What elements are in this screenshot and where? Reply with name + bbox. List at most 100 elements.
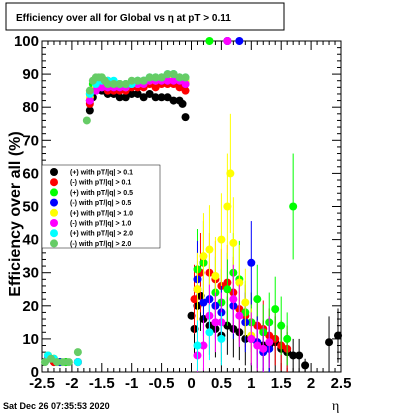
data-point <box>109 80 118 89</box>
data-point <box>175 73 184 82</box>
legend-label: (-) with pT/|q| > 1.0 <box>70 221 131 228</box>
data-point <box>145 73 154 82</box>
data-point <box>133 76 142 85</box>
data-point <box>46 354 55 363</box>
x-axis: -2.5 -2 -1.5 -1 -0.5 0 0.5 1 1.5 2 2.5 <box>29 41 351 392</box>
data-point <box>163 76 172 85</box>
data-point <box>82 116 91 125</box>
data-point <box>145 89 154 98</box>
data-point <box>178 99 187 108</box>
x-tick-label: 1 <box>247 375 255 392</box>
data-point <box>163 93 172 102</box>
data-point <box>205 245 214 254</box>
data-point <box>226 169 235 178</box>
data-point <box>211 272 220 281</box>
data-point <box>217 334 226 343</box>
data-point <box>40 358 49 367</box>
data-point <box>247 258 256 267</box>
data-point <box>103 80 112 89</box>
data-point <box>295 351 304 360</box>
y-tick-label: 20 <box>22 298 39 315</box>
y-tick-label: 0 <box>31 364 39 381</box>
data-point <box>223 202 232 211</box>
legend-marker <box>50 168 58 176</box>
data-point <box>139 93 148 102</box>
legend-marker <box>50 219 58 227</box>
data-point <box>58 358 67 367</box>
data-point <box>181 86 190 95</box>
y-tick-label: 10 <box>22 331 39 348</box>
legend: (+) with pT/|q| > 0.1 (-) with pT/|q| > 0… <box>50 168 133 248</box>
data-point <box>235 278 244 287</box>
data-point <box>277 321 286 330</box>
data-point <box>217 235 226 244</box>
legend-label: (+) with pT/|q| > 1.0 <box>70 210 133 217</box>
y-tick-label: 90 <box>22 66 39 83</box>
data-point <box>283 334 292 343</box>
data-points <box>40 37 343 372</box>
data-point <box>127 76 136 85</box>
x-tick-label: 0 <box>187 375 195 392</box>
x-tick-label: 2.5 <box>331 375 352 392</box>
data-point <box>229 295 238 304</box>
data-point <box>115 93 124 102</box>
data-point <box>205 328 214 337</box>
data-point <box>205 37 214 45</box>
data-point <box>181 113 190 122</box>
data-point <box>115 80 124 89</box>
legend-label: (+) with pT/|q| > 0.5 <box>70 190 133 197</box>
legend-box <box>41 164 161 249</box>
data-point <box>157 93 166 102</box>
data-point <box>121 93 130 102</box>
legend-label: (-) with pT/|q| > 0.1 <box>70 180 131 187</box>
y-tick-label: 100 <box>14 33 39 50</box>
data-point <box>169 70 178 79</box>
data-point <box>301 361 310 370</box>
x-tick-label: -1 <box>125 375 138 392</box>
data-point <box>52 358 61 367</box>
data-point <box>91 86 100 95</box>
data-point <box>187 311 196 320</box>
data-point <box>85 106 94 115</box>
footer-date: Sat Dec 26 07:35:53 2020 <box>3 401 110 411</box>
x-tick-label: 2 <box>307 375 315 392</box>
legend-label: (-) with pT/|q| > 2.0 <box>70 241 131 248</box>
y-axis-label: Efficiency over all (%) <box>7 131 24 296</box>
data-point <box>271 305 280 314</box>
data-point <box>223 37 232 45</box>
x-tick-label: -2.5 <box>29 375 55 392</box>
x-tick-label: -2 <box>65 375 78 392</box>
data-point <box>73 348 82 357</box>
data-point <box>169 76 178 85</box>
data-point <box>325 338 334 347</box>
y-tick-label: 50 <box>22 199 39 216</box>
data-point <box>151 73 160 82</box>
data-point <box>97 83 106 92</box>
legend-marker <box>50 198 58 207</box>
data-point <box>175 83 184 92</box>
data-point <box>223 285 232 294</box>
data-point <box>235 37 244 45</box>
data-point <box>334 331 343 340</box>
data-point <box>199 341 208 350</box>
data-point <box>139 76 148 85</box>
data-point <box>253 341 262 350</box>
data-point <box>151 93 160 102</box>
x-tick-label: -0.5 <box>149 375 175 392</box>
legend-marker <box>50 208 58 217</box>
y-tick-label: 30 <box>22 265 39 282</box>
data-point <box>190 295 199 304</box>
data-point <box>193 285 202 294</box>
data-point <box>289 202 298 211</box>
data-point <box>181 73 190 82</box>
data-point <box>259 344 268 353</box>
legend-marker <box>50 178 58 187</box>
legend-marker <box>50 188 58 197</box>
legend-marker <box>50 229 58 238</box>
data-point <box>247 334 256 343</box>
data-point <box>181 80 190 89</box>
data-point <box>85 86 94 95</box>
data-point <box>265 338 274 347</box>
data-point <box>289 351 298 360</box>
